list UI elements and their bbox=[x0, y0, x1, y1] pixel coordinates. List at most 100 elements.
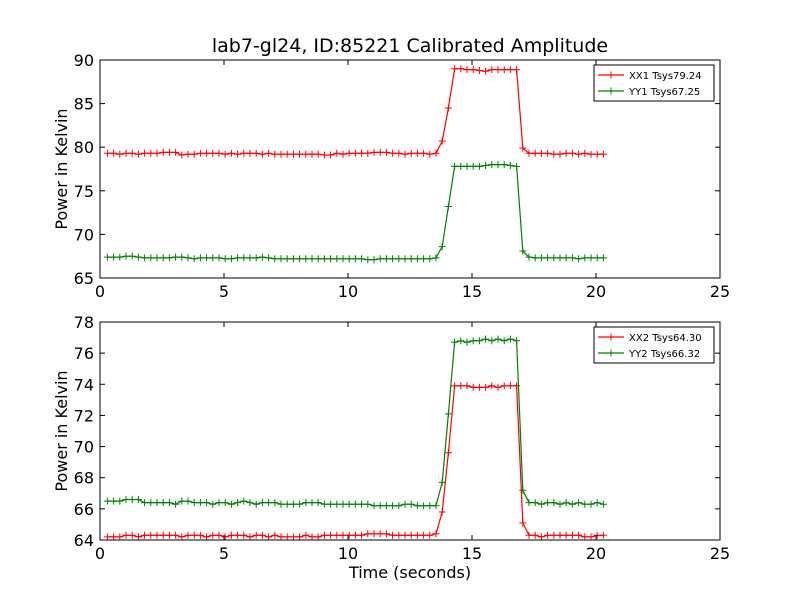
panel2-series-2-point bbox=[147, 499, 155, 507]
panel1-series-1-point bbox=[265, 149, 273, 157]
panel1-series-2-point bbox=[550, 254, 558, 262]
panel2-legend-label-2: YY2 Tsys66.32 bbox=[628, 349, 700, 360]
panel1-series-2-point bbox=[494, 161, 502, 169]
panel1-series-2-point bbox=[314, 255, 322, 263]
panel2-series-2-point bbox=[531, 499, 539, 507]
panel2-series-1-point bbox=[351, 531, 359, 539]
panel1-series-1-point bbox=[159, 148, 167, 156]
panel2-series-1-point bbox=[277, 533, 285, 541]
panel1-series-2-point bbox=[513, 162, 521, 170]
panel1-series-1-point bbox=[277, 150, 285, 158]
panel1-series-1-point bbox=[376, 148, 384, 156]
panel1-series-2-point bbox=[345, 255, 353, 263]
panel2-series-1-point bbox=[271, 531, 279, 539]
panel1-series-2-point bbox=[488, 161, 496, 169]
panel2-series-1-point bbox=[537, 533, 545, 541]
panel2-series-1-point bbox=[184, 531, 192, 539]
panel2-series-1-line bbox=[107, 385, 604, 538]
panel2-series-2-point bbox=[320, 500, 328, 508]
panel2-series-2-point bbox=[289, 500, 297, 508]
panel1-series-2-point bbox=[370, 256, 378, 264]
panel2-series-1-point bbox=[234, 531, 242, 539]
panel1-legend bbox=[593, 64, 715, 102]
panel1-series-2-point bbox=[296, 255, 304, 263]
panel2-series-2-point bbox=[339, 500, 347, 508]
panel2-x-tick-label: 25 bbox=[710, 544, 730, 563]
panel1-series-1-point bbox=[364, 149, 372, 157]
panel2-series-2-point bbox=[327, 500, 335, 508]
panel1-series-2-point bbox=[184, 254, 192, 262]
panel1-series-2-point bbox=[451, 162, 459, 170]
panel1-series-1-point bbox=[556, 150, 564, 158]
panel2-series-2-point bbox=[494, 335, 502, 343]
panel2-plot-frame bbox=[99, 321, 721, 541]
panel1-series-1-point bbox=[438, 137, 446, 145]
panel1-series-1-point bbox=[562, 149, 570, 157]
panel2-series-2-point bbox=[246, 499, 254, 507]
panel2-series-1-point bbox=[103, 533, 111, 541]
panel1-series-2-point bbox=[395, 255, 403, 263]
panel1-series-1-point bbox=[203, 149, 211, 157]
panel1-series-1-point bbox=[513, 66, 521, 74]
panel1-series-2-point bbox=[234, 254, 242, 262]
panel2-series-2-point bbox=[345, 500, 353, 508]
panel2-series-2-point bbox=[488, 337, 496, 345]
panel1-series-1-point bbox=[271, 150, 279, 158]
panel1-series-2-point bbox=[389, 255, 397, 263]
panel1-series-2-point bbox=[426, 255, 434, 263]
panel2-series-1-point bbox=[457, 382, 465, 390]
panel1-series-1-point bbox=[432, 149, 440, 157]
panel2-series-1-point bbox=[407, 531, 415, 539]
panel2-series-1-point bbox=[172, 531, 180, 539]
panel1-series-1-point bbox=[165, 148, 173, 156]
panel2-series-2-point bbox=[178, 497, 186, 505]
panel1-series-1-line bbox=[107, 68, 604, 156]
panel2-series-2-point bbox=[116, 497, 124, 505]
panel2-series-1-point bbox=[221, 533, 229, 541]
panel1-series-1-point bbox=[134, 150, 142, 158]
panel1-series-2-point bbox=[413, 255, 421, 263]
panel2-series-1-point bbox=[475, 383, 483, 391]
panel2-series-2-point bbox=[401, 500, 409, 508]
panel2-series-1-point bbox=[327, 531, 335, 539]
panel1-series-2-point bbox=[209, 254, 217, 262]
panel1-series-2-point bbox=[252, 254, 260, 262]
panel2-series-1-point bbox=[196, 531, 204, 539]
chart-title: lab7-gl24, ID:85221 Calibrated Amplitude bbox=[212, 35, 608, 57]
panel2-series-1-point bbox=[190, 531, 198, 539]
panel1-series-1-point bbox=[525, 149, 533, 157]
panel1-series-1-point bbox=[463, 66, 471, 74]
panel1-series-1-point bbox=[444, 104, 452, 112]
panel2-series-2-point bbox=[159, 499, 167, 507]
panel1-series-1-point bbox=[500, 66, 508, 74]
panel2-series-2-point bbox=[333, 500, 341, 508]
panel1-x-tick-label: 5 bbox=[219, 282, 229, 301]
panel2-series-2-point bbox=[265, 499, 273, 507]
panel1-series-2-point bbox=[407, 255, 415, 263]
panel2-series-2-point bbox=[519, 486, 527, 494]
panel2-series-2-point bbox=[364, 500, 372, 508]
panel1-series-1-point bbox=[488, 66, 496, 74]
panel1-series-1-point bbox=[345, 149, 353, 157]
panel2-series-2-point bbox=[581, 500, 589, 508]
panel2-series-1-point bbox=[333, 531, 341, 539]
panel2-series-1-point bbox=[339, 531, 347, 539]
panel1-series-2-point bbox=[172, 253, 180, 261]
panel1-series-1-point bbox=[413, 149, 421, 157]
panel1-series-2-point bbox=[469, 162, 477, 170]
panel1-series-2-point bbox=[178, 253, 186, 261]
panel1-series-2-point bbox=[134, 253, 142, 261]
panel1-series-2-point bbox=[432, 254, 440, 262]
panel1-series-1-point bbox=[147, 149, 155, 157]
panel1-series-1-point bbox=[451, 65, 459, 73]
panel2-series-1-point bbox=[531, 531, 539, 539]
panel2-series-1-point bbox=[209, 531, 217, 539]
panel2-series-1-point bbox=[575, 531, 583, 539]
panel2-y-tick-label: 66 bbox=[74, 500, 94, 519]
panel2-series-1-point bbox=[525, 531, 533, 539]
panel1-series-1-point bbox=[475, 67, 483, 74]
panel2-series-2-point bbox=[165, 499, 173, 507]
panel1-series-2-point bbox=[116, 253, 124, 261]
panel2-series-1-point bbox=[519, 519, 527, 527]
